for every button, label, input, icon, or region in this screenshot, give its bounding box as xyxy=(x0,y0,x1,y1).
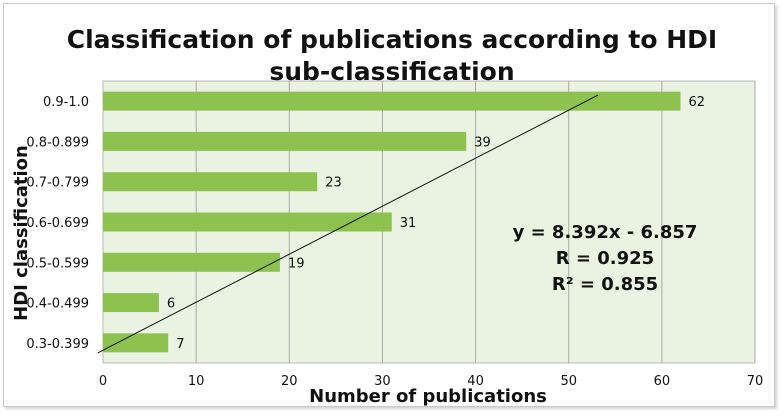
x-tick-labels: 0 10 20 30 40 50 60 70 xyxy=(99,374,763,389)
x-tick-label: 20 xyxy=(281,374,298,389)
data-label: 62 xyxy=(688,95,705,110)
x-tick-label: 10 xyxy=(188,374,205,389)
correlation-r: R = 0.925 xyxy=(556,248,654,269)
trendline xyxy=(97,94,599,354)
x-tick-label: 0 xyxy=(99,374,107,389)
bar xyxy=(103,333,169,353)
y-tick-label: 0.3-0.399 xyxy=(26,337,89,352)
r-squared: R² = 0.855 xyxy=(552,274,658,295)
chart-title-line-1: Classification of publications according… xyxy=(67,25,717,54)
y-axis-title: HDI classification xyxy=(11,145,32,321)
x-tick-label: 60 xyxy=(654,374,671,389)
bar xyxy=(103,172,318,192)
bar xyxy=(103,293,159,313)
data-label: 6 xyxy=(167,297,175,312)
y-tick-labels: 0.3-0.399 0.4-0.499 0.5-0.599 0.6-0.699 0.7-… xyxy=(26,95,89,352)
y-tick-label: 0.5-0.599 xyxy=(26,256,89,271)
data-label: 19 xyxy=(288,256,305,271)
x-tick-label: 70 xyxy=(747,374,764,389)
data-label: 7 xyxy=(176,337,184,352)
data-label: 31 xyxy=(400,216,417,231)
y-tick-label: 0.7-0.799 xyxy=(26,176,89,191)
bar xyxy=(103,131,467,151)
y-tick-label: 0.4-0.499 xyxy=(26,297,89,312)
data-label: 23 xyxy=(325,176,342,191)
bar xyxy=(103,252,280,272)
x-tick-label: 40 xyxy=(467,374,484,389)
bar xyxy=(103,212,392,232)
data-labels: 7 6 19 31 23 39 62 xyxy=(167,95,705,352)
x-tick-label: 50 xyxy=(560,374,577,389)
bar xyxy=(103,91,681,111)
data-label: 39 xyxy=(474,135,491,150)
regression-equation: y = 8.392x - 6.857 xyxy=(513,222,698,243)
y-tick-label: 0.8-0.899 xyxy=(26,135,89,150)
x-axis-title: Number of publications xyxy=(309,386,547,407)
y-tick-label: 0.9-1.0 xyxy=(43,95,89,110)
y-tick-label: 0.6-0.699 xyxy=(26,216,89,231)
x-tick-label: 30 xyxy=(374,374,391,389)
bars xyxy=(103,91,681,353)
